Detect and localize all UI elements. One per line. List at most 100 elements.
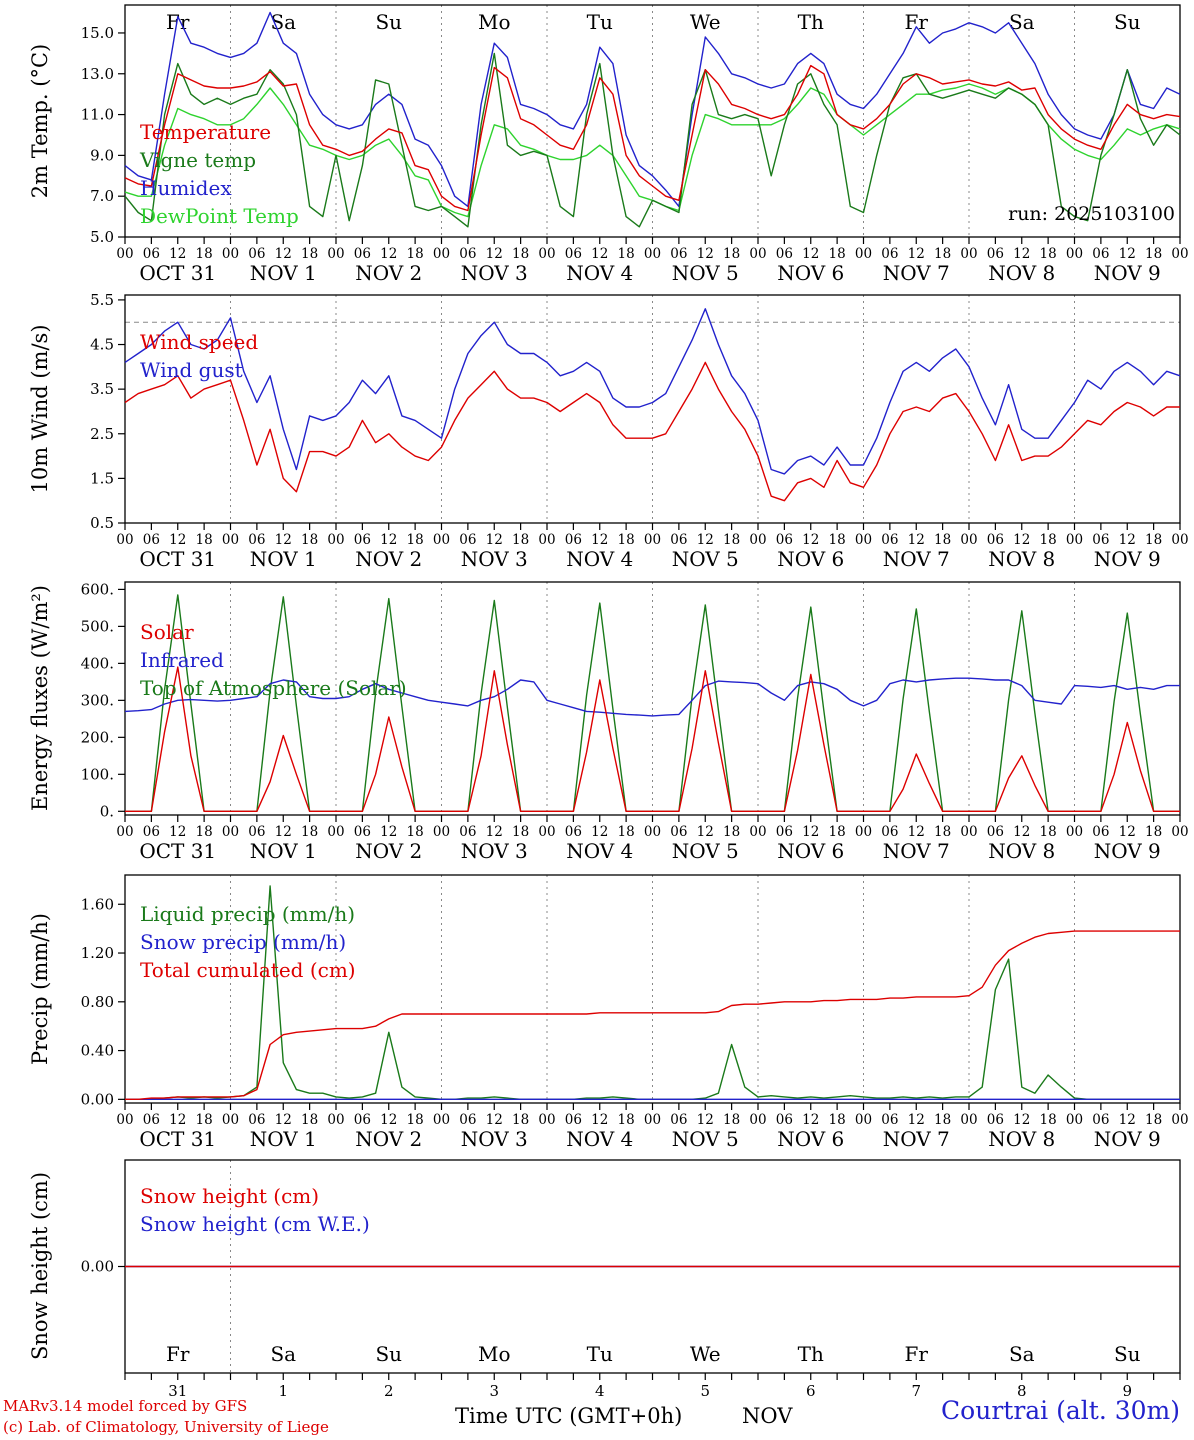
svg-text:12: 12 xyxy=(1119,532,1136,548)
svg-text:00: 00 xyxy=(1171,246,1188,262)
svg-text:NOV 9: NOV 9 xyxy=(1094,547,1161,571)
svg-text:12: 12 xyxy=(380,824,397,840)
svg-text:00: 00 xyxy=(327,532,344,548)
footer-time-label: Time UTC (GMT+0h) xyxy=(455,1404,683,1428)
svg-text:18: 18 xyxy=(1040,246,1057,262)
svg-text:00: 00 xyxy=(433,532,450,548)
svg-text:12: 12 xyxy=(486,1112,503,1128)
svg-text:12: 12 xyxy=(380,532,397,548)
svg-text:06: 06 xyxy=(670,532,687,548)
footer-credits: MARv3.14 model forced by GFS (c) Lab. of… xyxy=(3,1396,329,1438)
svg-text:2: 2 xyxy=(384,1382,394,1400)
svg-text:12: 12 xyxy=(275,1112,292,1128)
legend-energy-panel: Solar Infrared Top of Atmosphere (Solar) xyxy=(140,618,407,702)
svg-text:12: 12 xyxy=(802,1112,819,1128)
svg-text:12: 12 xyxy=(591,532,608,548)
svg-text:31: 31 xyxy=(168,1382,187,1400)
svg-text:5.5: 5.5 xyxy=(90,291,114,309)
svg-text:1.20: 1.20 xyxy=(81,944,114,962)
ylabel-temperature: 2m Temp. (°C) xyxy=(28,43,52,199)
svg-text:06: 06 xyxy=(459,824,476,840)
svg-text:00: 00 xyxy=(749,1112,766,1128)
svg-text:00: 00 xyxy=(749,824,766,840)
legend-dewpoint-temp: DewPoint Temp xyxy=(140,204,299,228)
svg-text:NOV 3: NOV 3 xyxy=(461,261,528,285)
svg-text:00: 00 xyxy=(960,532,977,548)
svg-text:18: 18 xyxy=(196,532,213,548)
svg-text:00: 00 xyxy=(222,1112,239,1128)
svg-text:00: 00 xyxy=(222,532,239,548)
svg-text:0.5: 0.5 xyxy=(90,514,114,532)
svg-text:00: 00 xyxy=(644,1112,661,1128)
svg-text:12: 12 xyxy=(275,532,292,548)
svg-text:06: 06 xyxy=(881,532,898,548)
svg-text:18: 18 xyxy=(301,246,318,262)
svg-text:18: 18 xyxy=(1145,824,1162,840)
svg-text:NOV 7: NOV 7 xyxy=(883,1127,950,1151)
svg-text:06: 06 xyxy=(776,246,793,262)
svg-text:18: 18 xyxy=(934,532,951,548)
svg-text:18: 18 xyxy=(512,1112,529,1128)
svg-text:12: 12 xyxy=(802,824,819,840)
svg-text:00: 00 xyxy=(327,1112,344,1128)
svg-text:12: 12 xyxy=(1013,824,1030,840)
svg-text:We: We xyxy=(690,1342,721,1366)
svg-text:NOV 7: NOV 7 xyxy=(883,839,950,863)
svg-text:NOV 7: NOV 7 xyxy=(883,547,950,571)
svg-text:NOV 6: NOV 6 xyxy=(777,261,844,285)
svg-text:NOV 6: NOV 6 xyxy=(777,1127,844,1151)
svg-text:NOV 4: NOV 4 xyxy=(566,1127,633,1151)
svg-text:OCT 31: OCT 31 xyxy=(139,261,216,285)
svg-text:3.5: 3.5 xyxy=(90,380,114,398)
svg-text:12: 12 xyxy=(591,824,608,840)
svg-text:Mo: Mo xyxy=(478,10,511,34)
svg-text:15.0: 15.0 xyxy=(81,24,114,42)
svg-text:NOV 5: NOV 5 xyxy=(672,1127,739,1151)
svg-text:12: 12 xyxy=(169,246,186,262)
svg-text:18: 18 xyxy=(618,1112,635,1128)
ylabel-wind: 10m Wind (m/s) xyxy=(28,324,52,494)
svg-text:00: 00 xyxy=(538,1112,555,1128)
svg-text:00: 00 xyxy=(327,246,344,262)
svg-text:Th: Th xyxy=(798,1342,824,1366)
svg-text:NOV 3: NOV 3 xyxy=(461,1127,528,1151)
svg-text:7.0: 7.0 xyxy=(90,187,114,205)
svg-text:12: 12 xyxy=(908,1112,925,1128)
svg-text:12: 12 xyxy=(380,1112,397,1128)
svg-text:06: 06 xyxy=(881,824,898,840)
svg-text:00: 00 xyxy=(222,824,239,840)
run-label: run: 2025103100 xyxy=(1008,203,1175,225)
svg-text:18: 18 xyxy=(301,532,318,548)
svg-text:12: 12 xyxy=(802,532,819,548)
svg-text:OCT 31: OCT 31 xyxy=(139,547,216,571)
svg-text:NOV 8: NOV 8 xyxy=(988,547,1055,571)
svg-text:Sa: Sa xyxy=(270,1342,296,1366)
legend-snow-panel: Snow height (cm) Snow height (cm W.E.) xyxy=(140,1182,370,1238)
svg-text:06: 06 xyxy=(565,1112,582,1128)
svg-text:00: 00 xyxy=(644,532,661,548)
svg-text:18: 18 xyxy=(934,1112,951,1128)
svg-text:9: 9 xyxy=(1122,1382,1132,1400)
svg-text:0.00: 0.00 xyxy=(81,1258,114,1276)
svg-text:12: 12 xyxy=(1119,1112,1136,1128)
svg-text:12: 12 xyxy=(486,824,503,840)
svg-text:00: 00 xyxy=(538,824,555,840)
svg-text:NOV 3: NOV 3 xyxy=(461,547,528,571)
svg-text:06: 06 xyxy=(248,1112,265,1128)
svg-text:06: 06 xyxy=(143,532,160,548)
svg-text:00: 00 xyxy=(1066,1112,1083,1128)
svg-text:Th: Th xyxy=(798,10,824,34)
svg-text:06: 06 xyxy=(248,246,265,262)
svg-text:00: 00 xyxy=(538,246,555,262)
svg-text:00: 00 xyxy=(327,824,344,840)
series-wind-gust xyxy=(124,308,1181,475)
svg-text:18: 18 xyxy=(512,824,529,840)
svg-text:NOV 1: NOV 1 xyxy=(250,547,317,571)
svg-text:00: 00 xyxy=(855,532,872,548)
legend-wind-speed: Wind speed xyxy=(140,330,259,354)
svg-text:18: 18 xyxy=(829,532,846,548)
svg-text:06: 06 xyxy=(1092,532,1109,548)
svg-text:12: 12 xyxy=(1013,246,1030,262)
legend-snow-precip: Snow precip (mm/h) xyxy=(140,930,347,954)
svg-text:12: 12 xyxy=(908,532,925,548)
